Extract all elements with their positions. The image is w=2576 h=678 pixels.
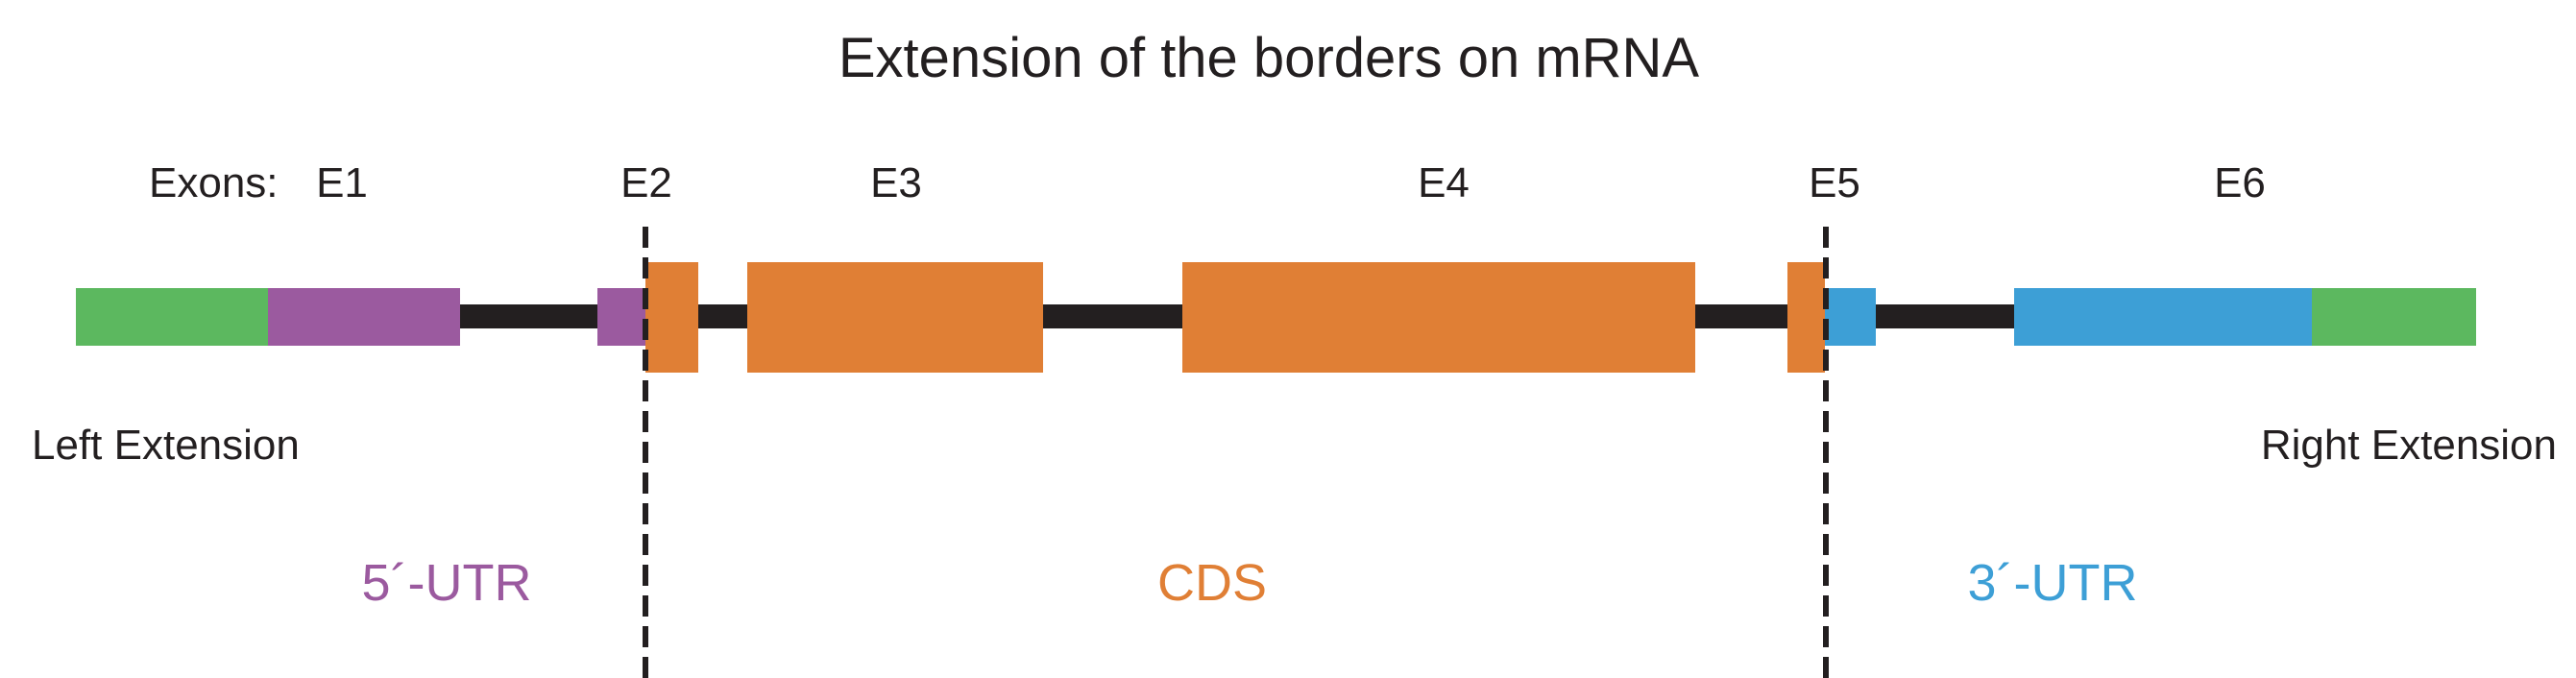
cds-region-label: CDS: [1157, 554, 1267, 612]
left-extension-block: [76, 288, 268, 346]
left-extension-label: Left Extension: [32, 422, 300, 469]
exon-label-e2: E2: [620, 159, 672, 206]
right-extension-block: [2312, 288, 2476, 346]
exon-e3-cds-block: [747, 262, 1043, 373]
exon-label-e5: E5: [1809, 159, 1860, 206]
right-extension-label: Right Extension: [2261, 422, 2557, 469]
utr3-region-label: 3´-UTR: [1968, 554, 2138, 612]
diagram-title: Extension of the borders on mRNA: [838, 27, 1700, 89]
exon-e6-utr3-block: [2014, 288, 2312, 346]
exon-e2-cds-block: [645, 262, 698, 373]
utr5-region-label: 5´-UTR: [362, 554, 532, 612]
exon-label-e3: E3: [870, 159, 922, 206]
exon-label-e6: E6: [2214, 159, 2266, 206]
exon-e5-cds-block: [1787, 262, 1825, 373]
exon-e2-utr5-block: [597, 288, 645, 346]
exon-label-e4: E4: [1418, 159, 1470, 206]
exons-prefix-label: Exons:: [149, 159, 279, 206]
exon-e1-utr5-block: [268, 288, 460, 346]
exon-e4-cds-block: [1182, 262, 1695, 373]
exon-e5-utr3-block: [1825, 288, 1876, 346]
exon-label-e1: E1: [316, 159, 368, 206]
